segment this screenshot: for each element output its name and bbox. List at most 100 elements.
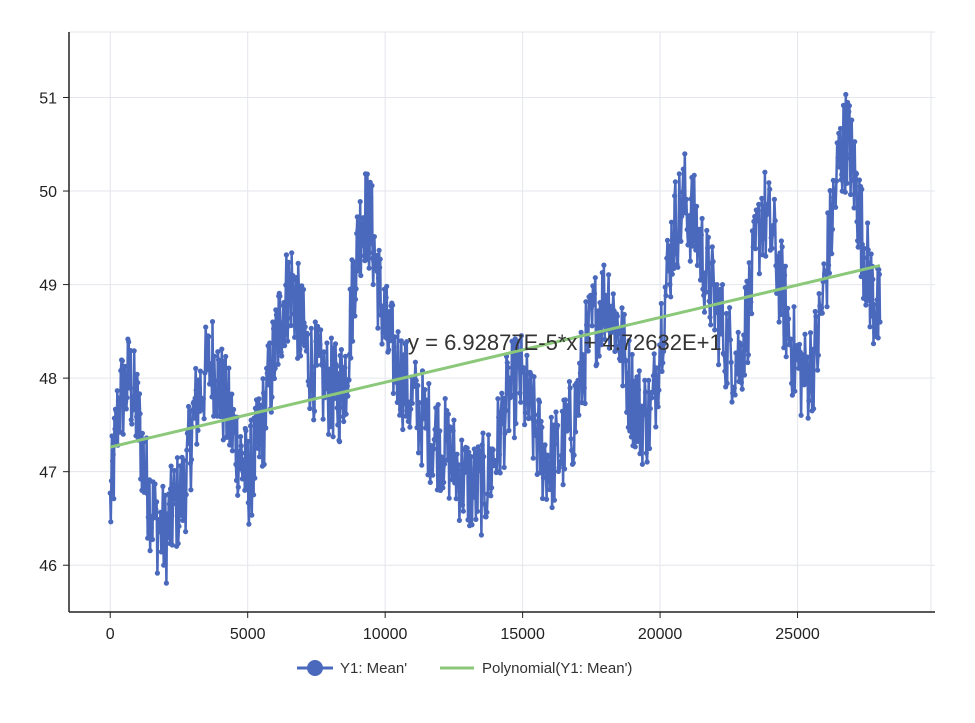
data-point <box>294 314 300 320</box>
data-point <box>796 365 802 371</box>
data-point <box>629 351 635 358</box>
data-point <box>508 392 514 398</box>
data-point <box>238 434 244 440</box>
data-point <box>824 304 830 310</box>
data-point <box>312 319 318 325</box>
data-point <box>113 408 119 414</box>
data-point <box>491 462 497 469</box>
data-point <box>664 255 670 261</box>
data-point <box>341 418 347 425</box>
data-point <box>588 292 594 298</box>
data-point <box>200 396 206 402</box>
legend-label-mean: Y1: Mean' <box>340 660 407 677</box>
data-point <box>805 415 811 421</box>
data-point <box>193 365 199 372</box>
data-point <box>814 348 820 354</box>
data-point <box>318 327 324 333</box>
data-point <box>350 264 356 270</box>
data-point <box>761 235 767 241</box>
data-point <box>792 388 798 394</box>
data-point <box>131 393 137 399</box>
data-point <box>668 294 674 300</box>
data-point <box>781 345 787 351</box>
data-point <box>555 422 561 428</box>
data-point <box>328 421 334 427</box>
data-point <box>377 256 383 262</box>
data-point <box>271 326 277 332</box>
data-point <box>567 385 573 391</box>
data-point <box>419 462 425 468</box>
data-point <box>395 329 401 335</box>
data-point <box>149 536 156 543</box>
data-point <box>547 454 554 460</box>
legend-item-mean[interactable]: Y1: Mean' <box>297 660 407 677</box>
data-point <box>478 458 484 464</box>
data-point <box>855 244 861 250</box>
legend-item-polynomial[interactable]: Polynomial(Y1: Mean') <box>440 660 632 677</box>
data-point <box>446 495 452 501</box>
data-point <box>643 450 649 456</box>
data-point <box>732 392 738 398</box>
data-point <box>354 214 360 220</box>
data-point <box>863 302 869 308</box>
data-point <box>627 428 633 434</box>
data-point <box>849 117 855 123</box>
data-point <box>244 486 250 492</box>
data-point <box>203 324 209 330</box>
data-point <box>375 275 382 281</box>
data-point <box>716 305 723 312</box>
data-point <box>576 412 582 418</box>
data-point <box>616 347 622 353</box>
data-point <box>591 291 598 297</box>
data-point <box>269 394 275 400</box>
data-point <box>642 389 649 395</box>
data-point <box>422 387 428 393</box>
data-point <box>644 459 650 465</box>
data-point <box>832 186 838 192</box>
data-point <box>170 501 176 507</box>
data-point <box>497 470 503 476</box>
data-point <box>599 270 605 276</box>
data-point <box>549 504 555 511</box>
data-point <box>869 313 875 319</box>
data-point <box>432 426 438 433</box>
data-point <box>633 392 639 398</box>
data-point <box>489 485 495 491</box>
data-point <box>651 351 657 357</box>
data-point <box>538 418 544 424</box>
data-point <box>441 461 448 467</box>
data-point <box>668 219 675 225</box>
data-point <box>828 219 834 226</box>
data-point <box>123 399 129 405</box>
data-point <box>442 396 448 402</box>
data-point <box>456 517 462 524</box>
data-point <box>594 361 600 367</box>
data-point <box>765 201 771 207</box>
data-point <box>727 305 733 311</box>
data-point <box>563 410 569 416</box>
data-point <box>705 234 712 240</box>
data-point <box>590 283 596 289</box>
data-point <box>477 448 483 454</box>
data-point <box>169 513 175 519</box>
data-point <box>710 259 716 265</box>
data-point <box>417 436 423 442</box>
data-point <box>597 300 603 306</box>
data-point <box>387 338 393 344</box>
data-point <box>338 347 344 353</box>
data-point <box>850 177 857 183</box>
data-point <box>769 245 775 251</box>
data-point <box>524 352 530 358</box>
data-point <box>108 519 114 525</box>
data-point <box>734 363 740 369</box>
data-point <box>320 416 326 422</box>
data-point <box>368 195 374 201</box>
data-point <box>454 451 460 457</box>
data-point <box>283 252 289 258</box>
data-point <box>725 318 731 324</box>
data-point <box>774 274 781 280</box>
data-point <box>441 479 447 485</box>
data-point <box>322 363 329 369</box>
data-point <box>632 378 638 384</box>
data-point <box>158 549 164 555</box>
